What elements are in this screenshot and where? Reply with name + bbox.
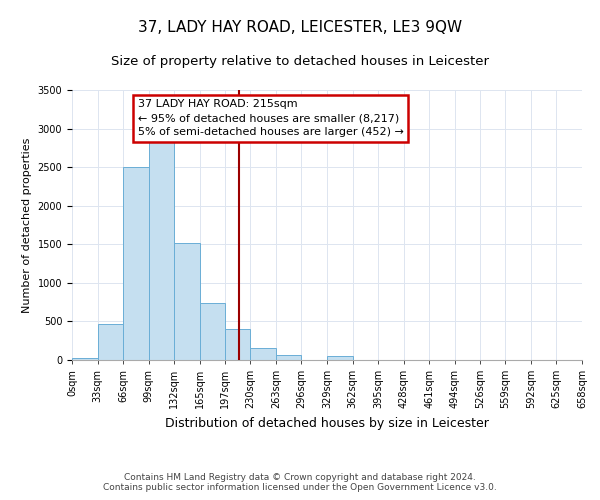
Bar (327, 356, 353, 360)
Bar (72, 358, 98, 360)
Text: 37, LADY HAY ROAD, LEICESTER, LE3 9QW: 37, LADY HAY ROAD, LEICESTER, LE3 9QW (138, 20, 462, 35)
Text: Size of property relative to detached houses in Leicester: Size of property relative to detached ho… (111, 55, 489, 68)
Bar (224, 329, 250, 360)
Text: 37 LADY HAY ROAD: 215sqm
← 95% of detached houses are smaller (8,217)
5% of semi: 37 LADY HAY ROAD: 215sqm ← 95% of detach… (138, 100, 404, 138)
Text: Contains HM Land Registry data © Crown copyright and database right 2024.
Contai: Contains HM Land Registry data © Crown c… (103, 473, 497, 492)
Bar (98, 324, 123, 360)
Bar (175, 242, 200, 360)
Bar (276, 354, 301, 360)
X-axis label: Distribution of detached houses by size in Leicester: Distribution of detached houses by size … (165, 416, 489, 430)
Y-axis label: Number of detached properties: Number of detached properties (22, 138, 32, 312)
Bar (200, 303, 224, 360)
Bar (123, 167, 149, 360)
Bar (250, 348, 276, 360)
Bar (149, 142, 175, 360)
